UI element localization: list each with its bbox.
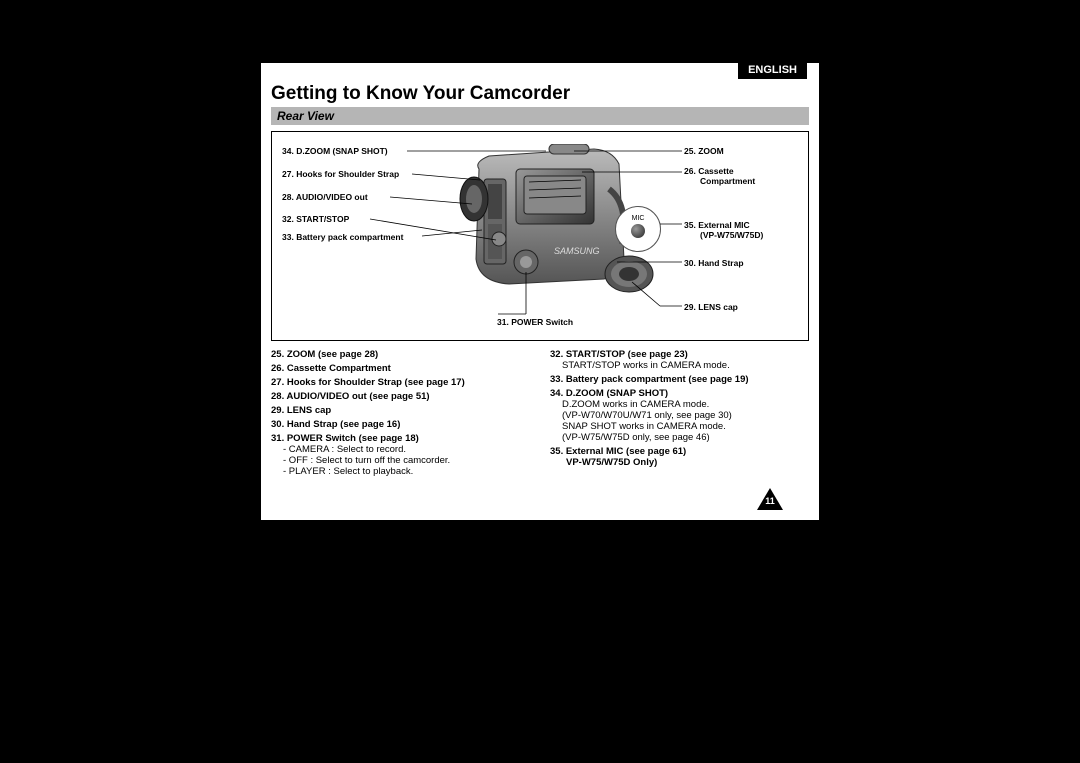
reference-item: 31. POWER Switch (see page 18)- CAMERA :… bbox=[271, 433, 530, 477]
reference-item: 28. AUDIO/VIDEO out (see page 51) bbox=[271, 391, 530, 402]
callout-left: 33. Battery pack compartment bbox=[282, 232, 403, 242]
reference-columns: 25. ZOOM (see page 28) 26. Cassette Compa… bbox=[271, 349, 809, 480]
reference-col-left: 25. ZOOM (see page 28) 26. Cassette Compa… bbox=[271, 349, 530, 480]
callout-right: 29. LENS cap bbox=[684, 302, 738, 312]
reference-item: 29. LENS cap bbox=[271, 405, 530, 416]
reference-item: 32. START/STOP (see page 23)START/STOP w… bbox=[550, 349, 809, 371]
diagram-container: SAMSUNG MIC bbox=[271, 131, 809, 341]
reference-item: 33. Battery pack compartment (see page 1… bbox=[550, 374, 809, 385]
language-badge: ENGLISH bbox=[738, 61, 807, 79]
page-title: Getting to Know Your Camcorder bbox=[271, 83, 809, 105]
callout-right: 30. Hand Strap bbox=[684, 258, 744, 268]
mic-label: MIC bbox=[632, 215, 645, 222]
callout-power-switch: 31. POWER Switch bbox=[497, 317, 573, 327]
mic-detail-circle: MIC bbox=[615, 206, 661, 252]
callout-right: 25. ZOOM bbox=[684, 146, 724, 156]
reference-item: 35. External MIC (see page 61)VP-W75/W75… bbox=[550, 446, 809, 468]
callout-right: 35. External MIC(VP-W75/W75D) bbox=[684, 220, 763, 240]
svg-text:SAMSUNG: SAMSUNG bbox=[554, 246, 600, 256]
reference-col-right: 32. START/STOP (see page 23)START/STOP w… bbox=[550, 349, 809, 480]
reference-item: 27. Hooks for Shoulder Strap (see page 1… bbox=[271, 377, 530, 388]
callout-left: 32. START/STOP bbox=[282, 214, 349, 224]
manual-page: ENGLISH Getting to Know Your Camcorder R… bbox=[260, 62, 820, 521]
reference-item: 25. ZOOM (see page 28) bbox=[271, 349, 530, 360]
page-number: 11 bbox=[757, 488, 783, 510]
reference-item: 30. Hand Strap (see page 16) bbox=[271, 419, 530, 430]
reference-item: 26. Cassette Compartment bbox=[271, 363, 530, 374]
callout-left: 34. D.ZOOM (SNAP SHOT) bbox=[282, 146, 388, 156]
callout-right: 26. CassetteCompartment bbox=[684, 166, 755, 186]
callout-left: 28. AUDIO/VIDEO out bbox=[282, 192, 368, 202]
callout-left: 27. Hooks for Shoulder Strap bbox=[282, 169, 399, 179]
reference-item: 34. D.ZOOM (SNAP SHOT)D.ZOOM works in CA… bbox=[550, 388, 809, 443]
section-heading: Rear View bbox=[271, 107, 809, 125]
mic-icon bbox=[631, 224, 645, 238]
